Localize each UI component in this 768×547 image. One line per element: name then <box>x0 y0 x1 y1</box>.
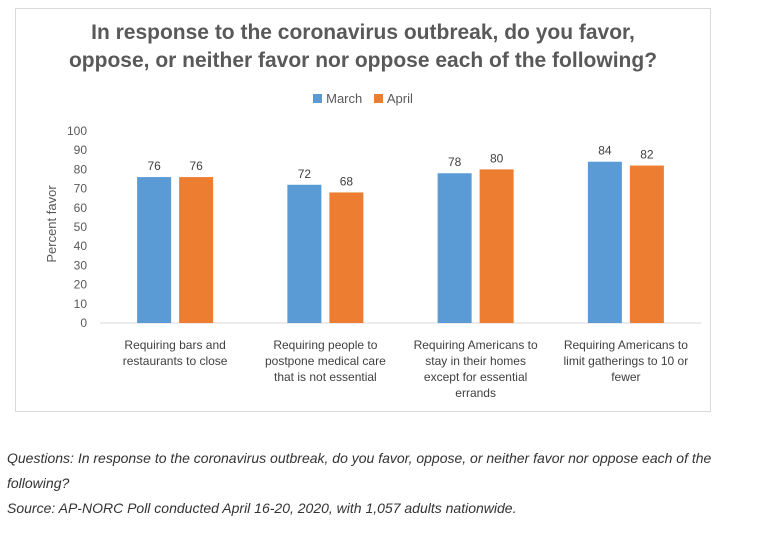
chart-title-line-2: oppose, or neither favor nor oppose each… <box>68 49 658 72</box>
y-axis-title: Percent favor <box>44 185 59 263</box>
y-tick-label: 30 <box>74 258 88 272</box>
y-tick-label: 0 <box>80 316 87 330</box>
category-label-line: restaurants to close <box>123 354 228 368</box>
legend-item-march: March <box>313 91 362 106</box>
category-label-2: Requiring people to postpone medical care… <box>265 338 386 384</box>
category-label-3: Requiring Americans to stay in their home… <box>414 338 538 400</box>
bar-april-4 <box>629 165 664 323</box>
caption: Questions: In response to the coronaviru… <box>7 446 762 521</box>
bar-april-2 <box>329 192 364 323</box>
category-label-line: Requiring people to <box>273 338 377 352</box>
y-tick-label: 60 <box>74 201 88 215</box>
data-label-march-2: 72 <box>298 167 312 181</box>
category-label-4: Requiring Americans to limit gatherings t… <box>564 338 689 384</box>
chart-frame: In response to the coronavirus outbreak,… <box>15 8 711 412</box>
data-label-april-4: 82 <box>640 148 654 162</box>
category-label-line: that is not essential <box>274 370 377 384</box>
y-tick-label: 10 <box>74 297 88 311</box>
caption-question: Questions: In response to the coronaviru… <box>7 450 712 491</box>
category-label-line: errands <box>455 386 496 400</box>
category-label-line: stay in their homes <box>425 354 526 368</box>
y-tick-label: 70 <box>74 182 88 196</box>
y-tick-label: 20 <box>74 278 88 292</box>
bar-march-3 <box>437 173 472 323</box>
data-label-april-3: 80 <box>490 151 504 165</box>
bar-march-4 <box>587 161 622 323</box>
bar-march-1 <box>137 177 172 323</box>
bar-chart-plot: Percent favor 0 10 20 30 40 50 60 70 80 90 100 76 76… <box>44 124 701 400</box>
category-label-line: fewer <box>611 370 640 384</box>
data-label-march-3: 78 <box>448 155 462 169</box>
legend-label-march: March <box>326 91 363 106</box>
category-label-line: Requiring bars and <box>124 338 225 352</box>
y-tick-label: 80 <box>74 162 88 176</box>
legend-item-april: April <box>373 91 413 106</box>
legend: March April <box>16 91 710 106</box>
bar-april-3 <box>479 169 514 323</box>
legend-swatch-march <box>313 94 323 103</box>
category-label-1: Requiring bars and restaurants to close <box>123 338 228 368</box>
category-label-line: limit gatherings to 10 or <box>564 354 689 368</box>
chart-title: In response to the coronavirus outbreak,… <box>16 19 710 75</box>
y-tick-label: 50 <box>74 220 88 234</box>
data-label-march-1: 76 <box>147 159 161 173</box>
data-label-april-1: 76 <box>189 159 203 173</box>
category-label-line: Requiring Americans to <box>414 338 538 352</box>
y-tick-label: 90 <box>74 143 88 157</box>
data-label-april-2: 68 <box>340 174 354 188</box>
category-label-line: postpone medical care <box>265 354 386 368</box>
y-tick-label: 40 <box>74 239 88 253</box>
bar-april-1 <box>179 177 214 323</box>
y-tick-label: 100 <box>67 124 87 138</box>
category-label-line: Requiring Americans to <box>564 338 688 352</box>
legend-label-april: April <box>386 91 413 106</box>
bar-march-2 <box>287 184 322 323</box>
caption-source: Source: AP-NORC Poll conducted April 16-… <box>7 500 517 516</box>
legend-swatch-april <box>373 94 383 103</box>
chart-title-line-1: In response to the coronavirus outbreak,… <box>91 21 635 44</box>
category-label-line: except for essential <box>424 370 527 384</box>
data-label-march-4: 84 <box>598 144 612 158</box>
